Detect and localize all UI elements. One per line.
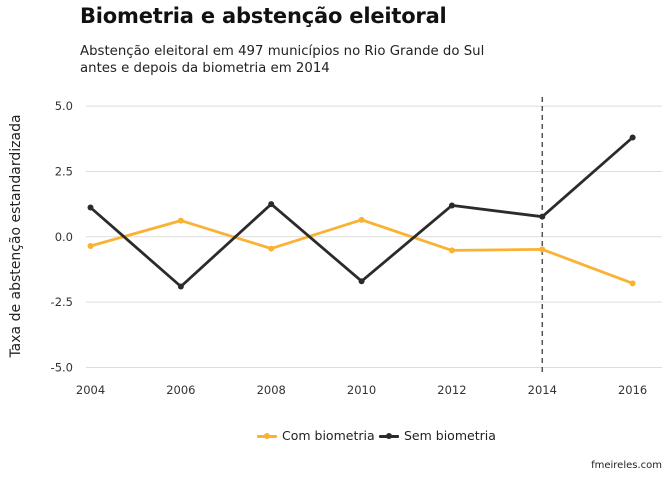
y-axis-label: Taxa de abstenção estandardizada [8,114,24,358]
y-tick-labels: 5.0 2.5 0.0 -2.5 -5.0 [51,99,73,374]
subtitle-line-1: Abstenção eleitoral em 497 municípios no… [80,44,485,59]
data-point-com-biometria [268,245,275,252]
legend-item-com-biometria: Com biometria [256,428,375,443]
series-line-sem-biometria [89,136,634,288]
data-point-sem-biometria [177,283,184,290]
data-point-sem-biometria [87,204,94,211]
series-line-com-biometria [89,218,634,285]
y-tick-label: -5.0 [51,360,73,374]
legend-item-sem-biometria: Sem biometria [378,428,496,443]
subtitle-line-2: antes e depois da biometria em 2014 [80,61,330,76]
x-tick-label: 2006 [166,383,195,397]
legend: Com biometria Sem biometria [0,428,672,448]
data-point-com-biometria [448,247,455,254]
data-point-com-biometria [629,280,636,287]
gridlines [86,105,662,368]
x-tick-label: 2008 [257,383,286,397]
x-tick-label: 2014 [528,383,557,397]
data-point-sem-biometria [358,278,365,285]
series [87,134,636,290]
data-point-com-biometria [539,246,546,253]
data-point-com-biometria [87,242,94,249]
data-point-sem-biometria [629,134,636,141]
x-tick-label: 2004 [76,383,105,397]
data-point-sem-biometria [448,202,455,209]
y-tick-label: 0.0 [55,230,73,244]
x-tick-labels: 2004 2006 2008 2010 2012 2014 2016 [76,383,647,397]
x-tick-label: 2010 [347,383,376,397]
data-point-sem-biometria [539,213,546,220]
data-point-com-biometria [177,217,184,224]
credit-text: fmeireles.com [591,460,662,471]
x-tick-label: 2012 [437,383,466,397]
x-tick-label: 2016 [618,383,647,397]
data-point-sem-biometria [268,201,275,208]
y-tick-label: 2.5 [55,164,73,178]
line-chart: 5.02.50.0-2.5-5.0 2004 2006 2008 2010 2012 20… [8,97,662,397]
y-tick-label: -2.5 [51,295,73,309]
data-point-com-biometria [358,216,365,223]
legend-label-sem-biometria: Sem biometria [404,428,496,443]
legend-swatch-com-biometria [256,431,278,441]
chart-title: Biometria e abstenção eleitoral [80,4,447,28]
legend-swatch-sem-biometria [378,431,400,441]
chart-subtitle: Abstenção eleitoral em 497 municípios no… [80,43,560,77]
legend-label-com-biometria: Com biometria [282,428,375,443]
y-tick-label: 5.0 [55,99,73,113]
